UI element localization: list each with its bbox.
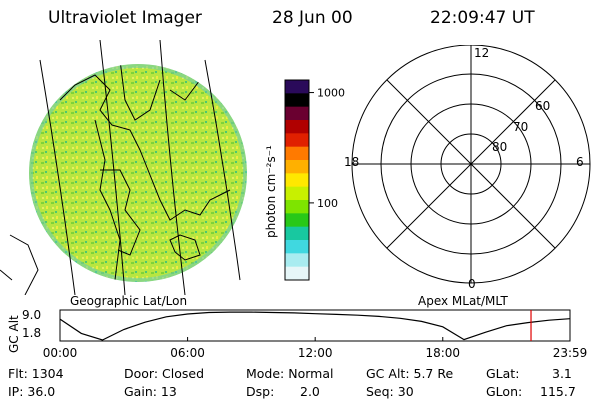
time-label: 22:09:47 UT — [430, 8, 535, 28]
mode-info: Mode: Normal — [246, 366, 334, 381]
colorbar-band — [285, 253, 309, 268]
glat-value: 3.1 — [552, 366, 572, 381]
date-label: 28 Jun 00 — [272, 8, 353, 28]
glat-label: GLat: — [486, 366, 520, 381]
colorbar-unit-label: photon cm⁻²s⁻¹ — [264, 145, 278, 238]
coastline-outside — [0, 234, 39, 295]
colorbar-band — [285, 120, 309, 134]
uv-image-disc — [29, 64, 247, 282]
mlat-label-80: 80 — [492, 140, 507, 154]
colorbar-band — [285, 93, 309, 108]
mlat-label-70: 70 — [513, 120, 528, 134]
door-info: Door: Closed — [124, 366, 205, 381]
polar-line-diag2 — [386, 79, 556, 249]
dsp-label: Dsp: — [246, 384, 275, 399]
mlat-label-60: 60 — [535, 99, 550, 113]
colorbar-tick-label: 1000 — [317, 87, 345, 100]
gcalt-info: GC Alt: 5.7 Re — [366, 366, 454, 381]
gain-info: Gain: 13 — [124, 384, 177, 399]
altitude-plot: GC Alt 9.0 1.8 00:00 06:00 12:00 18:00 23:59 — [7, 308, 588, 360]
glon-value: 115.7 — [540, 384, 576, 399]
colorbar: 1000 100 photon cm⁻²s⁻¹ — [264, 79, 345, 281]
geographic-globe-panel — [0, 40, 247, 295]
colorbar-band — [285, 133, 309, 148]
ip-info: IP: 36.0 — [8, 384, 56, 399]
colorbar-band — [285, 173, 309, 188]
mlt-label-6: 6 — [576, 155, 584, 169]
x-tick-label: 23:59 — [553, 346, 588, 360]
ytick-top: 9.0 — [22, 308, 41, 322]
colorbar-band — [285, 226, 309, 241]
x-tick-labels: 00:00 06:00 12:00 18:00 23:59 — [43, 346, 588, 360]
dsp-value: 2.0 — [300, 384, 320, 399]
seq-info: Seq: 30 — [366, 384, 414, 399]
colorbar-band — [285, 186, 309, 201]
x-tick-label: 18:00 — [425, 346, 460, 360]
colorbar-band — [285, 80, 309, 94]
colorbar-ticks: 1000 100 — [309, 87, 345, 210]
colorbar-band — [285, 160, 309, 174]
colorbar-band — [285, 213, 309, 228]
colorbar-band — [285, 146, 309, 161]
colorbar-gradient — [285, 80, 309, 281]
x-tick-label: 12:00 — [298, 346, 333, 360]
apex-label: Apex MLat/MLT — [418, 294, 508, 308]
x-tick-label: 06:00 — [170, 346, 205, 360]
altitude-ylabel: GC Alt — [7, 315, 21, 353]
geographic-label: Geographic Lat/Lon — [70, 294, 188, 308]
lon-grid-lines — [39, 40, 241, 295]
colorbar-tick-label: 100 — [317, 197, 338, 210]
polar-grid-panel: 12 18 6 0 60 70 80 — [344, 45, 591, 291]
mlt-label-18: 18 — [344, 155, 359, 169]
altitude-line — [59, 311, 571, 341]
colorbar-band — [285, 240, 309, 254]
mlt-label-12: 12 — [474, 46, 489, 60]
instrument-title: Ultraviolet Imager — [48, 8, 202, 28]
ytick-bottom: 1.8 — [22, 326, 41, 340]
glon-label: GLon: — [486, 384, 523, 399]
mlt-label-0: 0 — [468, 277, 476, 291]
colorbar-band — [285, 200, 309, 214]
colorbar-band — [285, 266, 309, 281]
x-tick-label: 00:00 — [43, 346, 78, 360]
flt-info: Flt: 1304 — [8, 366, 64, 381]
colorbar-band — [285, 106, 309, 121]
plot-x-ticks — [59, 337, 571, 341]
